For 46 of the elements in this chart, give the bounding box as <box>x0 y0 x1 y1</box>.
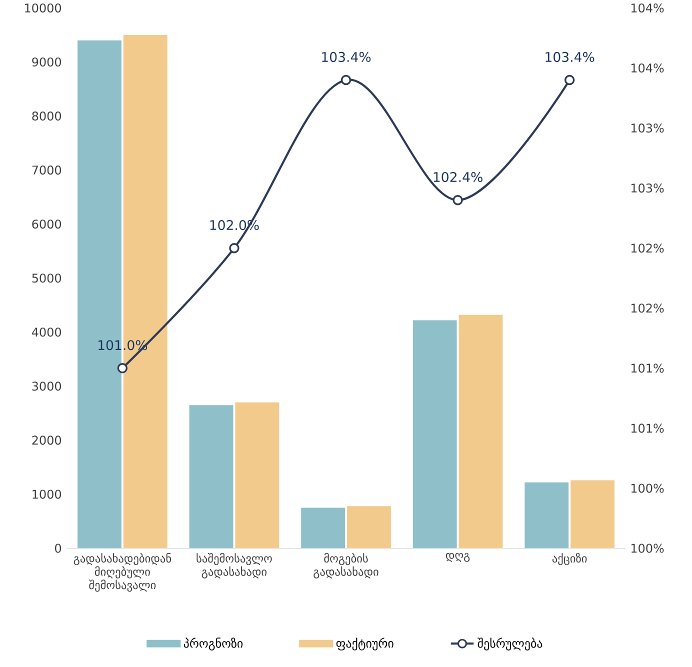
x-tick-label: საშემოსავლო გადასახადი <box>196 553 272 579</box>
data-label: 103.4% <box>322 52 371 62</box>
bar <box>347 506 391 548</box>
y-tick-label: 9000 <box>32 58 62 67</box>
y-tick-label: 6000 <box>32 220 62 229</box>
y2-tick-label: 103% <box>631 124 664 133</box>
point <box>117 363 128 374</box>
y-tick-label: 7000 <box>32 166 62 175</box>
bar <box>301 508 345 548</box>
y2-tick-label: 100% <box>631 544 664 553</box>
point <box>452 195 463 206</box>
data-label: 102.4% <box>434 172 482 182</box>
y2-tick-label: 102% <box>631 304 664 313</box>
y2-tick-label: 100% <box>631 484 664 493</box>
y-tick-label: 3000 <box>32 382 62 391</box>
x-tick-label: გადასახადებიდან მიღებული შემოსავალი <box>74 553 172 592</box>
point <box>229 243 240 254</box>
y-tick-label: 2000 <box>32 436 62 445</box>
bar <box>524 482 569 548</box>
y-tick-label: 10000 <box>25 4 62 13</box>
bar <box>189 405 234 548</box>
legend-label: ფაქტიური <box>336 638 394 651</box>
bar <box>458 315 503 548</box>
y-tick-label: 4000 <box>32 328 62 337</box>
bar <box>570 480 614 548</box>
x-tick-label: დღგ <box>446 553 470 562</box>
y-tick-label: 5000 <box>32 274 62 283</box>
x-tick-label: მოგების გადასახადი <box>314 553 378 579</box>
data-label: 103.4% <box>546 52 594 62</box>
y2-tick-label: 103% <box>631 184 664 193</box>
y-tick-label: 8000 <box>32 112 62 121</box>
legend-label: შესრულება <box>478 638 542 651</box>
y2-tick-label: 104% <box>631 64 664 73</box>
bar <box>412 320 457 548</box>
x-tick-label: აქციზი <box>552 553 587 566</box>
y2-tick-label: 101% <box>631 424 664 433</box>
y-tick-label: 1000 <box>32 490 62 499</box>
bar <box>235 402 280 548</box>
point <box>340 75 352 86</box>
legend-label: პროგნოზი <box>184 638 243 651</box>
data-label: 101.0% <box>98 340 148 350</box>
y-tick-label: 0 <box>55 544 62 553</box>
y2-tick-label: 104% <box>631 4 664 13</box>
y2-tick-label: 101% <box>631 364 664 373</box>
point <box>564 75 575 86</box>
y2-tick-label: 102% <box>631 244 664 253</box>
